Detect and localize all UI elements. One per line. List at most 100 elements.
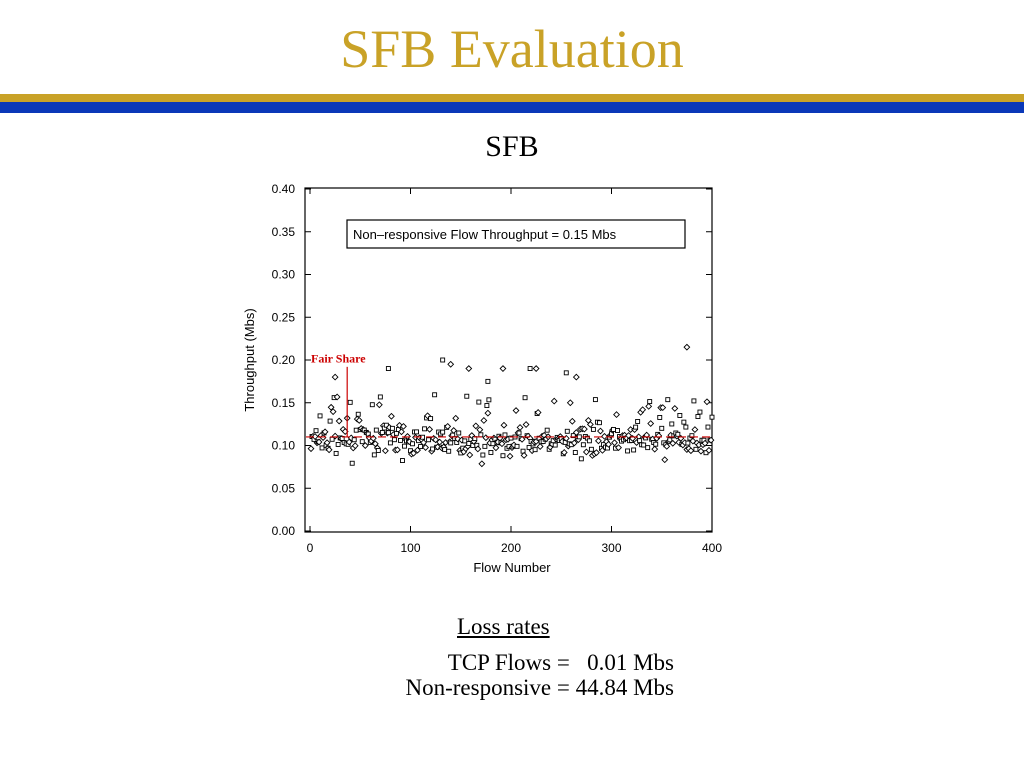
data-point (440, 429, 446, 435)
data-point (373, 427, 379, 433)
data-point (385, 366, 391, 372)
data-point (466, 451, 474, 459)
data-point (552, 442, 558, 448)
data-point (327, 403, 335, 411)
data-point (500, 453, 506, 459)
data-point (512, 407, 520, 414)
data-point (450, 427, 458, 434)
data-point (311, 433, 319, 440)
loss-rate-tcp: TCP Flows = 0.01 Mbs (447, 650, 674, 675)
data-point (647, 399, 653, 405)
data-point (369, 402, 375, 408)
y-tick-label: 0.15 (272, 396, 296, 410)
data-point (605, 440, 612, 448)
x-tick-label: 400 (702, 541, 722, 555)
data-point (671, 404, 679, 412)
data-point (414, 429, 419, 435)
data-point (564, 428, 570, 434)
data-point (709, 414, 715, 420)
data-point (514, 443, 520, 449)
data-point (377, 394, 383, 400)
data-point (687, 447, 695, 455)
data-point (586, 421, 594, 428)
data-point (480, 417, 488, 424)
data-point (325, 446, 333, 454)
data-point (665, 397, 671, 403)
data-point (586, 438, 592, 444)
data-point (611, 439, 618, 447)
data-point (406, 438, 413, 446)
data-point (695, 414, 701, 419)
data-point (448, 440, 454, 446)
y-tick-label: 0.30 (272, 268, 296, 282)
data-point (389, 425, 395, 431)
data-point (526, 444, 532, 450)
data-point (482, 443, 488, 449)
data-point (669, 421, 675, 427)
data-point (653, 441, 659, 447)
data-point (611, 427, 616, 432)
data-point (506, 452, 514, 460)
data-point (396, 421, 403, 429)
data-point (633, 424, 639, 430)
data-point (432, 392, 438, 398)
data-point (329, 436, 335, 442)
data-point (568, 417, 576, 425)
data-point (456, 430, 462, 436)
y-axis-label: Throughput (Mbs) (242, 308, 257, 411)
fair-share-label: Fair Share (311, 352, 366, 366)
data-point (536, 443, 544, 450)
data-point (323, 439, 331, 447)
title-rule-blue (0, 102, 1024, 113)
data-point (446, 448, 452, 454)
data-point (697, 447, 705, 455)
data-point (476, 399, 482, 405)
data-point (391, 437, 397, 443)
data-point (689, 433, 695, 439)
data-point (544, 427, 550, 433)
loss-rates-heading: Loss rates (457, 614, 550, 639)
x-tick-label: 0 (307, 541, 314, 555)
data-point (492, 444, 500, 452)
data-point (645, 402, 653, 410)
data-point (532, 365, 540, 372)
data-point (563, 370, 569, 376)
data-point (359, 439, 365, 445)
data-point (428, 416, 434, 422)
data-point (689, 437, 697, 445)
data-point (667, 437, 673, 443)
data-point (371, 452, 377, 458)
data-point (426, 425, 434, 433)
data-point (597, 427, 604, 435)
data-point (375, 448, 381, 453)
data-point (683, 343, 691, 351)
x-tick-label: 300 (601, 541, 621, 555)
data-point (397, 437, 403, 443)
x-axis-label: Flow Number (473, 560, 551, 575)
y-tick-label: 0.05 (272, 481, 296, 495)
slide-title: SFB Evaluation (340, 19, 684, 79)
data-point (647, 420, 655, 427)
data-point (472, 422, 480, 430)
data-point (697, 409, 703, 415)
data-point (651, 445, 659, 453)
data-point (420, 439, 428, 447)
data-point (657, 414, 663, 420)
legend-text: Non–responsive Flow Throughput = 0.15 Mb… (353, 227, 617, 242)
y-tick-label: 0.00 (272, 524, 296, 538)
data-point (693, 446, 699, 452)
data-point (426, 437, 432, 443)
data-point (351, 437, 357, 443)
title-rule-gold (0, 94, 1024, 102)
data-point (615, 428, 620, 433)
data-point (500, 421, 508, 429)
data-point (683, 424, 689, 430)
data-point (480, 452, 486, 458)
data-point (498, 440, 506, 448)
data-point (465, 365, 473, 372)
data-point (582, 448, 590, 456)
data-point (490, 441, 496, 447)
data-point (349, 460, 355, 466)
data-point (572, 373, 580, 381)
data-point (560, 449, 568, 456)
